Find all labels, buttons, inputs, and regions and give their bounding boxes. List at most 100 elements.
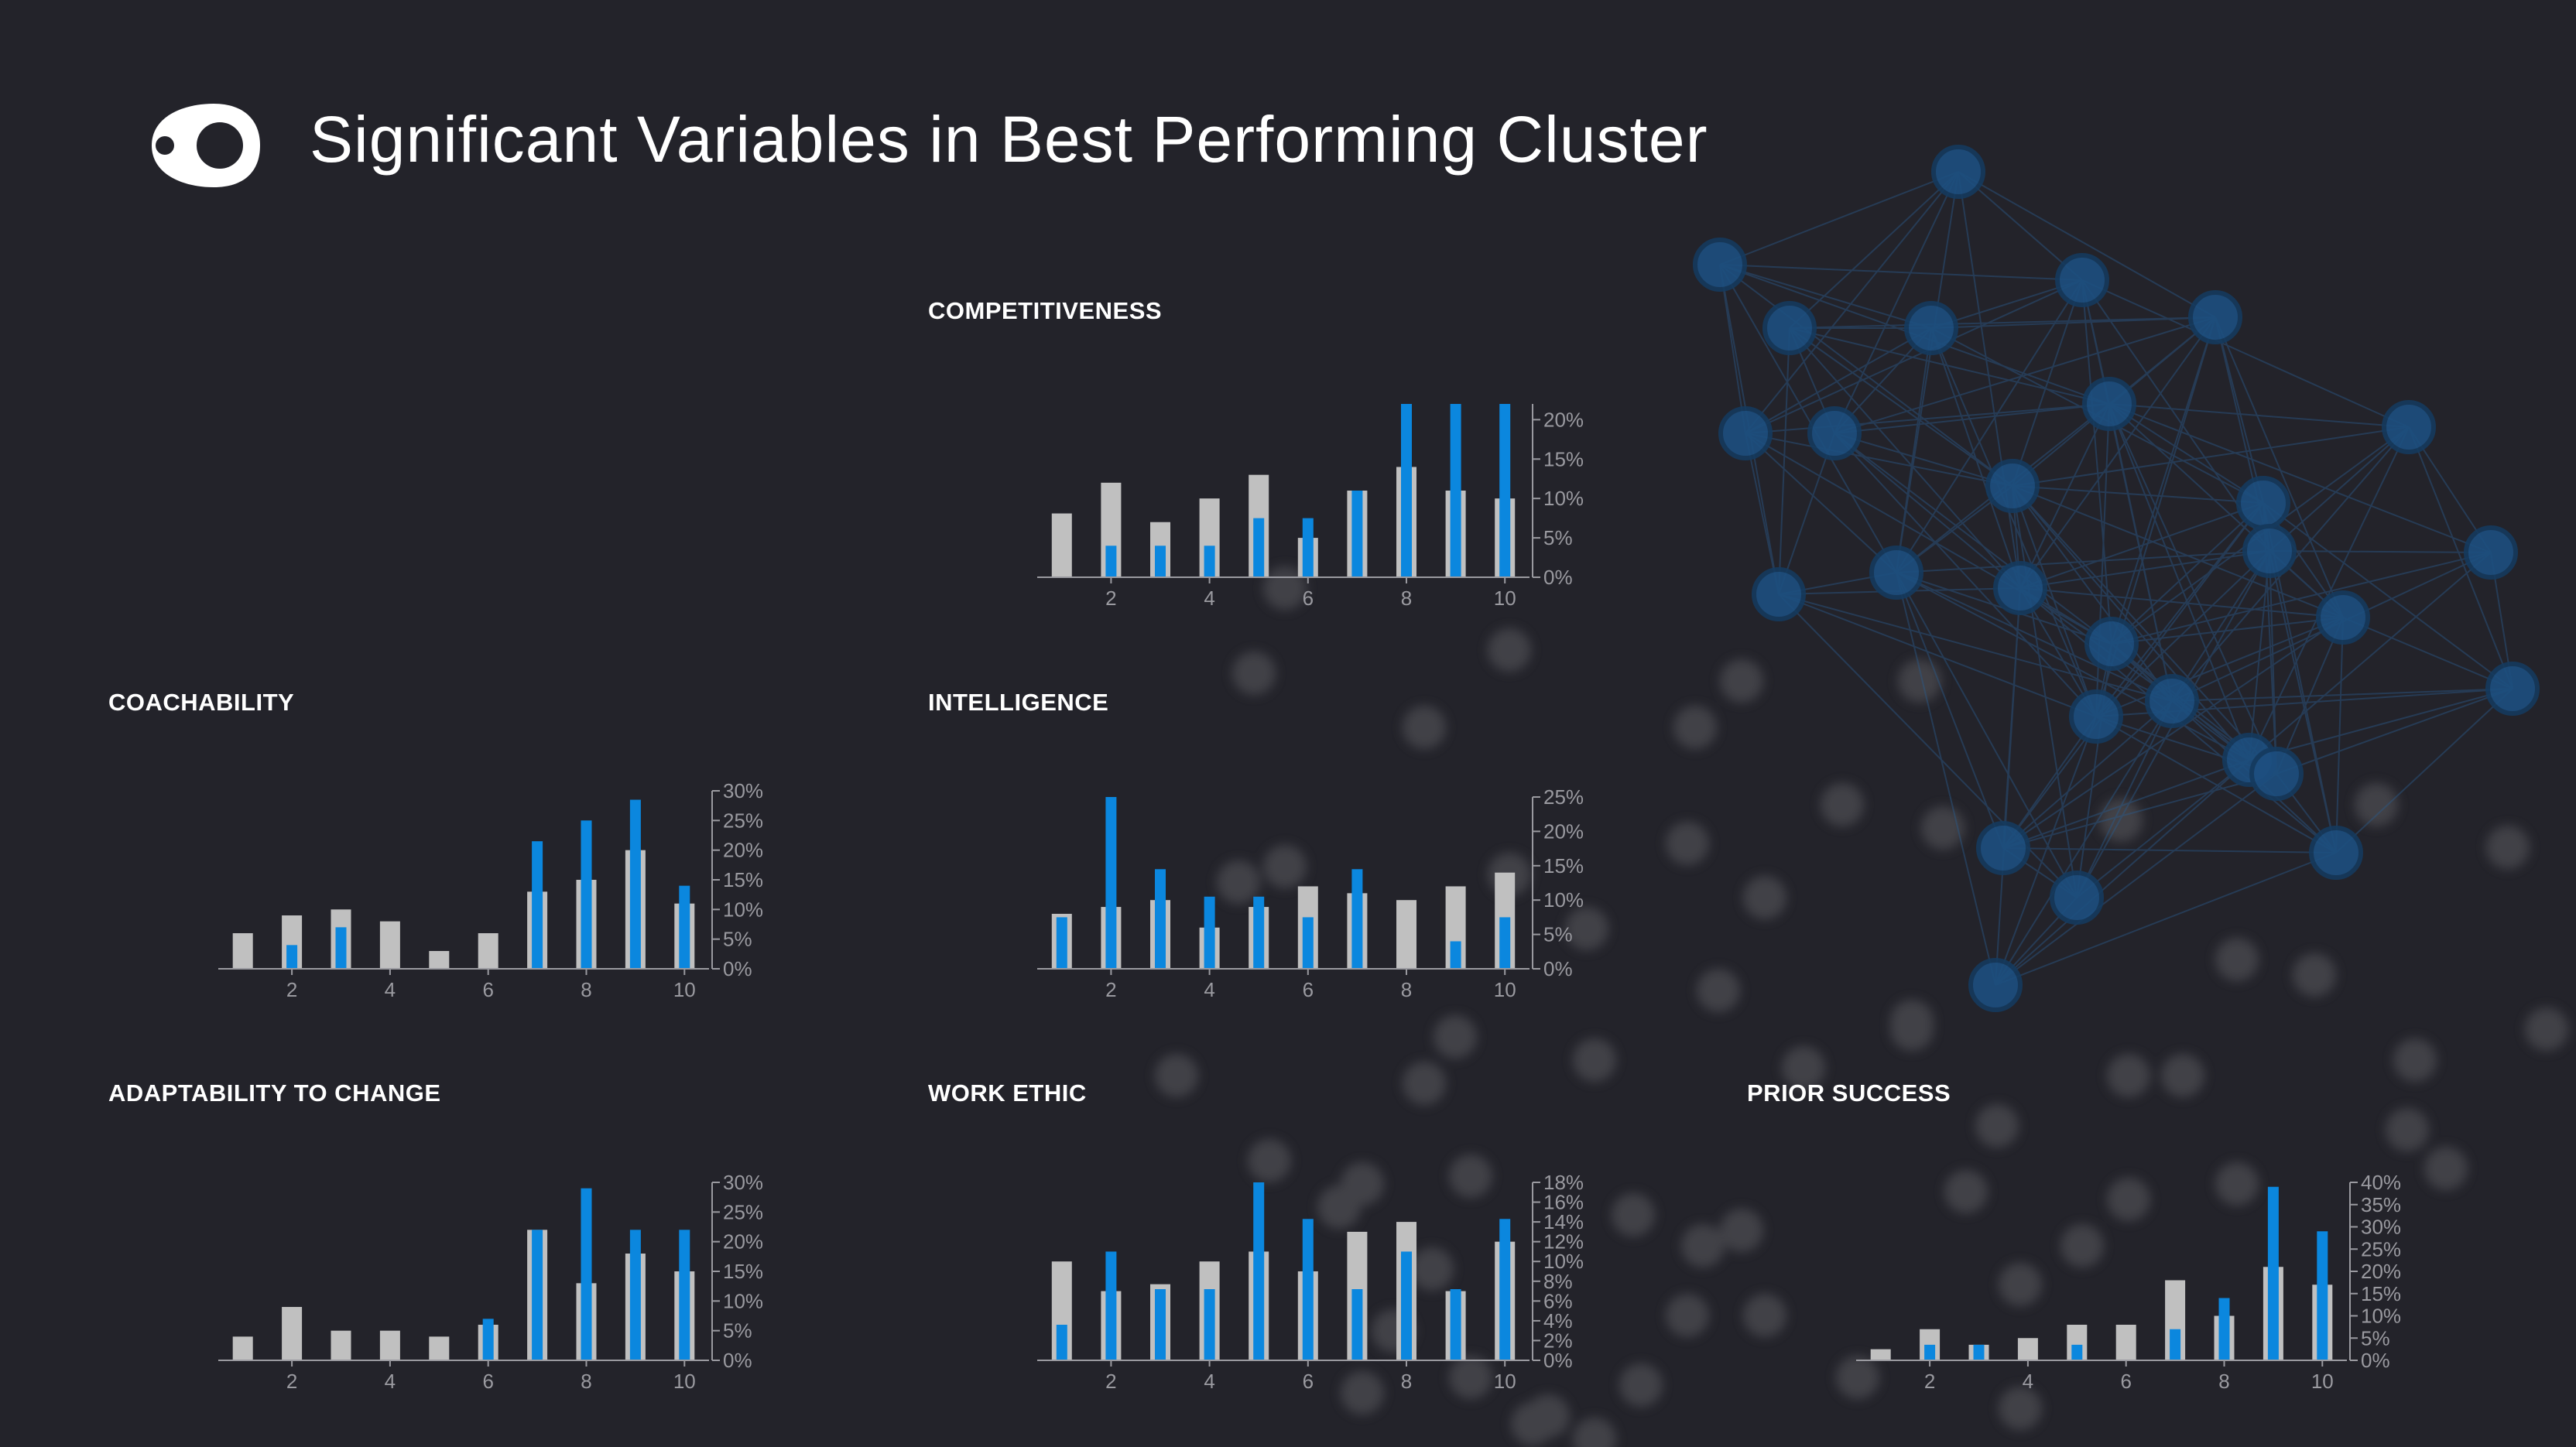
y-tick-label: 20% [723, 1230, 763, 1254]
y-tick-label: 20% [1543, 408, 1584, 431]
bar-cluster-4 [1204, 1289, 1215, 1360]
chart-title-coachability: COACHABILITY [108, 689, 295, 716]
bar-cluster-9 [1450, 1289, 1461, 1360]
bar-cluster-10 [679, 885, 690, 969]
x-tick-label: 4 [385, 1370, 396, 1393]
bar-population-4 [379, 921, 400, 969]
chart-title-work-ethic: WORK ETHIC [928, 1079, 1087, 1107]
x-tick-label: 2 [1105, 978, 1116, 1001]
y-tick-label: 25% [2361, 1237, 2401, 1261]
bar-population-8 [1396, 900, 1416, 969]
bar-cluster-2 [286, 945, 298, 969]
bar-cluster-3 [1155, 546, 1166, 577]
x-tick-label: 8 [1401, 978, 1412, 1001]
bar-cluster-6 [1302, 518, 1314, 577]
y-tick-label: 5% [723, 928, 752, 951]
chart-title-competitiveness: COMPETITIVENESS [928, 297, 1163, 324]
y-tick-label: 12% [1543, 1230, 1584, 1254]
chart-title-prior-success: PRIOR SUCCESS [1747, 1079, 1951, 1107]
bar-cluster-4 [1204, 896, 1215, 969]
bar-cluster-6 [482, 1319, 494, 1360]
y-tick-label: 5% [1543, 923, 1573, 946]
bar-cluster-4 [1204, 546, 1215, 577]
bar-population-3 [331, 1330, 351, 1360]
bar-cluster-5 [1253, 896, 1265, 969]
bar-cluster-6 [1302, 917, 1314, 969]
y-tick-label: 10% [1543, 487, 1584, 510]
x-tick-label: 10 [2311, 1370, 2334, 1393]
y-tick-label: 15% [1543, 854, 1584, 877]
bar-cluster-10 [1499, 917, 1511, 969]
y-tick-label: 5% [723, 1319, 752, 1343]
bar-cluster-8 [581, 1188, 592, 1360]
x-tick-label: 4 [1204, 1370, 1214, 1393]
x-tick-label: 6 [482, 978, 493, 1001]
y-tick-label: 5% [1543, 526, 1573, 549]
y-tick-label: 30% [723, 1171, 763, 1194]
x-tick-label: 4 [1204, 587, 1214, 610]
bar-population-1 [1870, 1349, 1891, 1360]
y-tick-label: 14% [1543, 1210, 1584, 1233]
y-tick-label: 0% [1543, 957, 1573, 980]
x-tick-label: 10 [1494, 587, 1516, 610]
x-tick-label: 8 [1401, 1370, 1412, 1393]
y-tick-label: 0% [723, 1349, 752, 1372]
y-tick-label: 0% [723, 957, 752, 980]
bar-population-4 [379, 1330, 400, 1360]
y-tick-label: 35% [2361, 1193, 2401, 1216]
y-tick-label: 25% [1543, 785, 1584, 809]
y-tick-label: 25% [723, 1200, 763, 1223]
x-tick-label: 10 [1494, 978, 1516, 1001]
bar-cluster-2 [1105, 546, 1117, 577]
bar-cluster-7 [1351, 491, 1363, 577]
bar-cluster-10 [2317, 1231, 2328, 1360]
x-tick-label: 6 [1303, 1370, 1314, 1393]
bar-population-5 [429, 1336, 450, 1360]
x-tick-label: 2 [1105, 587, 1116, 610]
x-tick-label: 8 [581, 1370, 591, 1393]
bar-cluster-3 [1155, 1289, 1166, 1360]
y-tick-label: 15% [2361, 1282, 2401, 1305]
y-tick-label: 25% [723, 809, 763, 832]
bar-population-6 [2115, 1325, 2136, 1360]
x-tick-label: 10 [1494, 1370, 1516, 1393]
x-tick-label: 2 [286, 1370, 297, 1393]
x-tick-label: 4 [2023, 1370, 2033, 1393]
y-tick-label: 30% [723, 779, 763, 802]
page-title: Significant Variables in Best Performing… [310, 103, 1708, 176]
y-tick-label: 40% [2361, 1171, 2401, 1194]
y-tick-label: 10% [723, 898, 763, 921]
bar-cluster-7 [2170, 1329, 2181, 1360]
bar-cluster-2 [1105, 1251, 1117, 1360]
x-tick-label: 6 [482, 1370, 493, 1393]
y-tick-label: 20% [1543, 819, 1584, 843]
bar-cluster-5 [1253, 518, 1265, 577]
bar-cluster-9 [629, 799, 641, 969]
bar-cluster-7 [532, 841, 543, 969]
bar-cluster-3 [335, 927, 347, 969]
bar-cluster-3 [1155, 869, 1166, 969]
bar-population-1 [232, 933, 253, 969]
bar-cluster-6 [1302, 1219, 1314, 1360]
bar-cluster-5 [2071, 1344, 2083, 1360]
y-tick-label: 18% [1543, 1171, 1584, 1194]
y-tick-label: 30% [2361, 1216, 2401, 1239]
bar-population-1 [232, 1336, 253, 1360]
bar-cluster-10 [1499, 404, 1511, 577]
bar-cluster-9 [1450, 941, 1461, 969]
y-tick-label: 15% [723, 1260, 763, 1283]
chart-title-adaptability: ADAPTABILITY TO CHANGE [108, 1079, 441, 1107]
bar-cluster-7 [1351, 869, 1363, 969]
y-tick-label: 10% [1543, 1250, 1584, 1273]
x-tick-label: 8 [581, 978, 591, 1001]
bar-cluster-9 [2267, 1186, 2279, 1360]
y-tick-label: 6% [1543, 1289, 1573, 1312]
bar-population-5 [429, 951, 450, 969]
bar-cluster-2 [1924, 1344, 1936, 1360]
